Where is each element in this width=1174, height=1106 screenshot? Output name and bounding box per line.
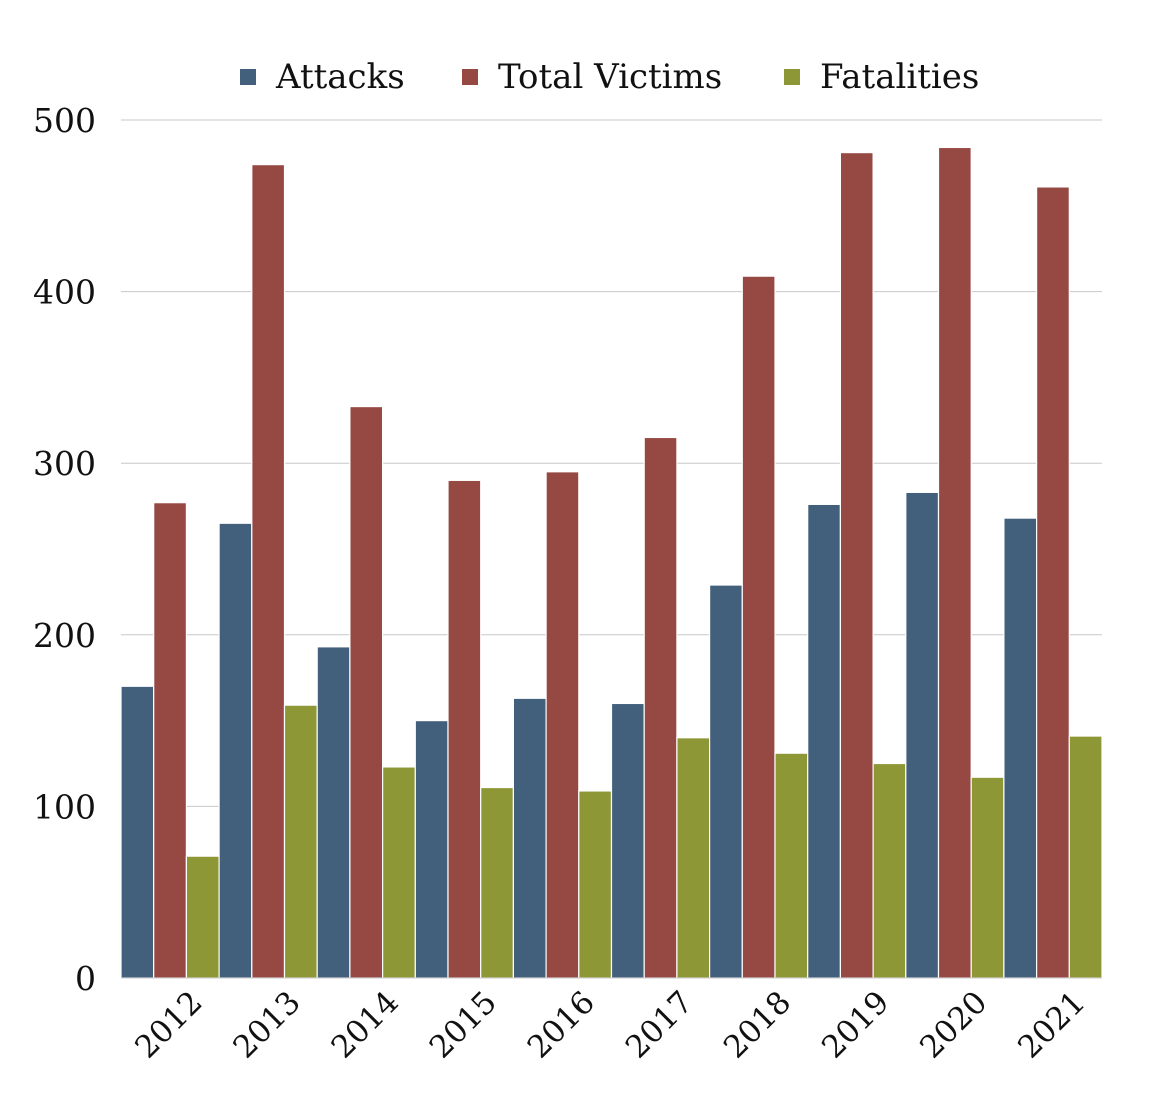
x-tick-label-2013: 2013 (226, 984, 307, 1065)
y-tick-label: 100 (33, 787, 96, 826)
bar-attacks-2016 (512, 697, 547, 979)
y-tick-label: 200 (33, 616, 96, 655)
x-tick-label-2014: 2014 (325, 984, 406, 1065)
legend-item-total-victims: Total Victims (462, 52, 722, 102)
legend-item-fatalities: Fatalities (784, 52, 979, 102)
x-tick-label-2019: 2019 (815, 984, 896, 1065)
bar-total-victims-2013 (251, 164, 286, 979)
y-tick-label: 0 (75, 959, 96, 998)
bar-fatalities-2017 (676, 737, 711, 979)
legend: Attacks Total Victims Fatalities (0, 52, 1174, 102)
bar-attacks-2019 (807, 503, 842, 979)
bar-fatalities-2020 (970, 776, 1005, 979)
bar-fatalities-2018 (774, 752, 809, 979)
bar-total-victims-2014 (349, 405, 384, 979)
bar-attacks-2015 (414, 719, 449, 979)
x-tick-label-2015: 2015 (423, 984, 504, 1065)
legend-item-attacks: Attacks (240, 52, 405, 102)
bar-total-victims-2021 (1035, 186, 1070, 979)
bar-fatalities-2014 (382, 766, 416, 979)
bar-total-victims-2017 (643, 436, 678, 979)
legend-swatch-attacks (240, 69, 256, 85)
legend-label-fatalities: Fatalities (820, 57, 980, 97)
x-tick-label-2018: 2018 (717, 984, 798, 1065)
legend-swatch-total-victims (462, 69, 478, 85)
bar-fatalities-2013 (283, 704, 318, 979)
x-tick-label-2016: 2016 (521, 984, 602, 1065)
y-tick-label: 500 (33, 101, 96, 140)
bar-attacks-2013 (218, 522, 253, 979)
y-tick-label: 400 (33, 273, 96, 312)
bar-total-victims-2019 (839, 152, 874, 979)
bar-total-victims-2012 (153, 502, 187, 979)
x-tick-label-2012: 2012 (128, 984, 209, 1065)
bar-attacks-2017 (610, 702, 645, 979)
legend-label-total-victims: Total Victims (498, 57, 723, 97)
x-tick-label-2021: 2021 (1011, 984, 1092, 1065)
bar-total-victims-2016 (545, 471, 580, 979)
legend-swatch-fatalities (784, 69, 800, 85)
bar-fatalities-2021 (1068, 735, 1103, 979)
bar-attacks-2021 (1003, 517, 1038, 979)
bar-total-victims-2018 (741, 275, 776, 979)
bar-fatalities-2012 (185, 855, 220, 979)
y-tick-label: 300 (33, 444, 96, 483)
bar-fatalities-2015 (480, 786, 515, 979)
bar-fatalities-2016 (578, 790, 613, 979)
bar-attacks-2020 (905, 491, 940, 979)
x-tick-label-2017: 2017 (619, 984, 700, 1065)
bar-total-victims-2020 (937, 146, 972, 979)
x-tick-label-2020: 2020 (913, 984, 994, 1065)
bar-attacks-2012 (120, 685, 155, 979)
legend-label-attacks: Attacks (276, 57, 405, 97)
bar-total-victims-2015 (447, 479, 482, 979)
bar-attacks-2018 (708, 584, 743, 979)
bar-fatalities-2019 (872, 762, 907, 979)
bar-attacks-2014 (316, 646, 351, 979)
